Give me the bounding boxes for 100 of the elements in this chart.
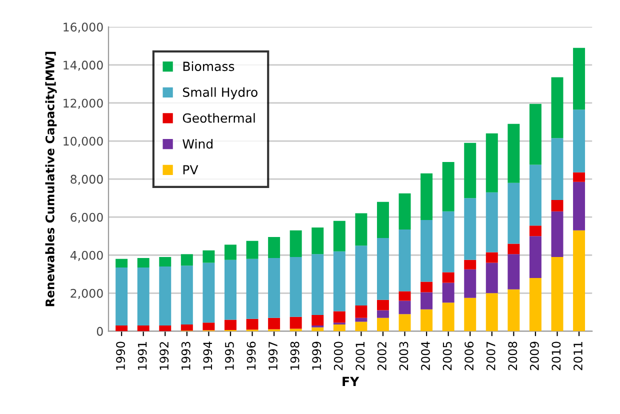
bar: [268, 318, 280, 330]
bar: [442, 211, 454, 272]
x-tick-label: 2008: [508, 342, 518, 370]
bar: [312, 327, 324, 332]
bar: [312, 228, 324, 254]
bar: [551, 257, 564, 332]
bar: [464, 298, 476, 332]
bar: [508, 289, 520, 332]
bar: [224, 320, 236, 330]
bar: [486, 293, 498, 332]
bar: [202, 250, 215, 263]
bar: [137, 325, 150, 332]
legend-label: PV: [183, 165, 198, 174]
bar: [573, 172, 586, 182]
bar: [224, 244, 236, 260]
bar: [529, 164, 542, 226]
bar: [573, 230, 586, 332]
bar: [333, 324, 346, 332]
bar: [486, 252, 498, 263]
bar: [355, 246, 368, 306]
bar: [573, 182, 586, 230]
legend-label: Small Hydro: [183, 87, 258, 100]
bar: [508, 244, 520, 254]
bar: [355, 306, 368, 318]
bar: [355, 213, 368, 246]
bar: [312, 315, 324, 326]
bar: [246, 240, 258, 259]
bar: [551, 77, 564, 138]
y-tick-label: 8,000: [70, 174, 103, 185]
bar: [420, 282, 433, 292]
bar: [376, 202, 389, 238]
x-tick-label: 1992: [160, 342, 169, 370]
bar: [420, 220, 433, 282]
bar: [573, 110, 586, 172]
legend-label: Biomass: [183, 61, 234, 72]
y-axis-title: Renewables Cumulative Capacity[MW]: [45, 52, 57, 306]
x-tick-label: 1998: [290, 342, 300, 370]
x-tick-label: 1994: [203, 342, 212, 370]
bar: [464, 142, 476, 198]
bar: [464, 260, 476, 270]
bar: [268, 237, 280, 258]
bar: [376, 318, 389, 332]
x-tick-label: 2000: [334, 342, 343, 370]
y-tick-label: 4,000: [70, 250, 103, 261]
bar: [312, 254, 324, 316]
bar: [486, 133, 498, 192]
bar: [508, 124, 520, 183]
bar: [180, 324, 193, 331]
bar: [290, 257, 302, 317]
bar: [420, 309, 433, 332]
bar: [420, 173, 433, 220]
bar: [464, 269, 476, 298]
x-tick-label: 2010: [552, 342, 561, 370]
bar: [529, 278, 542, 332]
x-tick-label: 1995: [224, 342, 234, 370]
bar: [116, 325, 128, 332]
y-tick-label: 2,000: [70, 288, 103, 300]
legend-label: Wind: [182, 138, 212, 149]
bar: [376, 300, 389, 310]
bar: [442, 162, 454, 212]
bar: [398, 300, 411, 314]
bar: [508, 182, 520, 244]
x-tick-label: 2004: [421, 342, 430, 370]
bar: [290, 328, 302, 332]
x-tick-label: 2003: [399, 342, 408, 370]
x-tick-label: 1997: [268, 342, 278, 370]
bar: [355, 318, 368, 322]
bar: [290, 316, 302, 329]
bar: [333, 251, 346, 312]
bar: [508, 254, 520, 290]
bar: [376, 310, 389, 318]
bar: [202, 322, 215, 330]
y-tick-label: 14,000: [64, 60, 103, 71]
bar: [376, 238, 389, 300]
bar: [442, 282, 454, 303]
bar: [573, 48, 586, 110]
x-tick-label: 1996: [246, 342, 256, 370]
bar: [442, 302, 454, 332]
x-tick-label: 2002: [377, 342, 386, 370]
bar: [159, 257, 172, 267]
bar: [398, 229, 411, 292]
bar: [529, 104, 542, 165]
bar: [268, 258, 280, 318]
bar: [398, 314, 411, 332]
bar: [180, 254, 193, 266]
x-tick-label: 2005: [442, 342, 452, 370]
bar: [202, 262, 215, 323]
bar: [224, 260, 236, 320]
bar: [246, 258, 258, 319]
bar: [442, 272, 454, 283]
y-tick-label: 10,000: [64, 136, 103, 147]
x-tick-label: 1991: [138, 342, 147, 370]
x-tick-label: 1993: [181, 342, 190, 370]
x-tick-label: 1990: [116, 342, 125, 370]
bar: [551, 211, 564, 258]
bar: [486, 262, 498, 294]
y-tick-label: 16,000: [64, 22, 103, 33]
legend-label: Geothermal: [182, 113, 255, 123]
bar: [529, 236, 542, 278]
bar: [398, 193, 411, 230]
